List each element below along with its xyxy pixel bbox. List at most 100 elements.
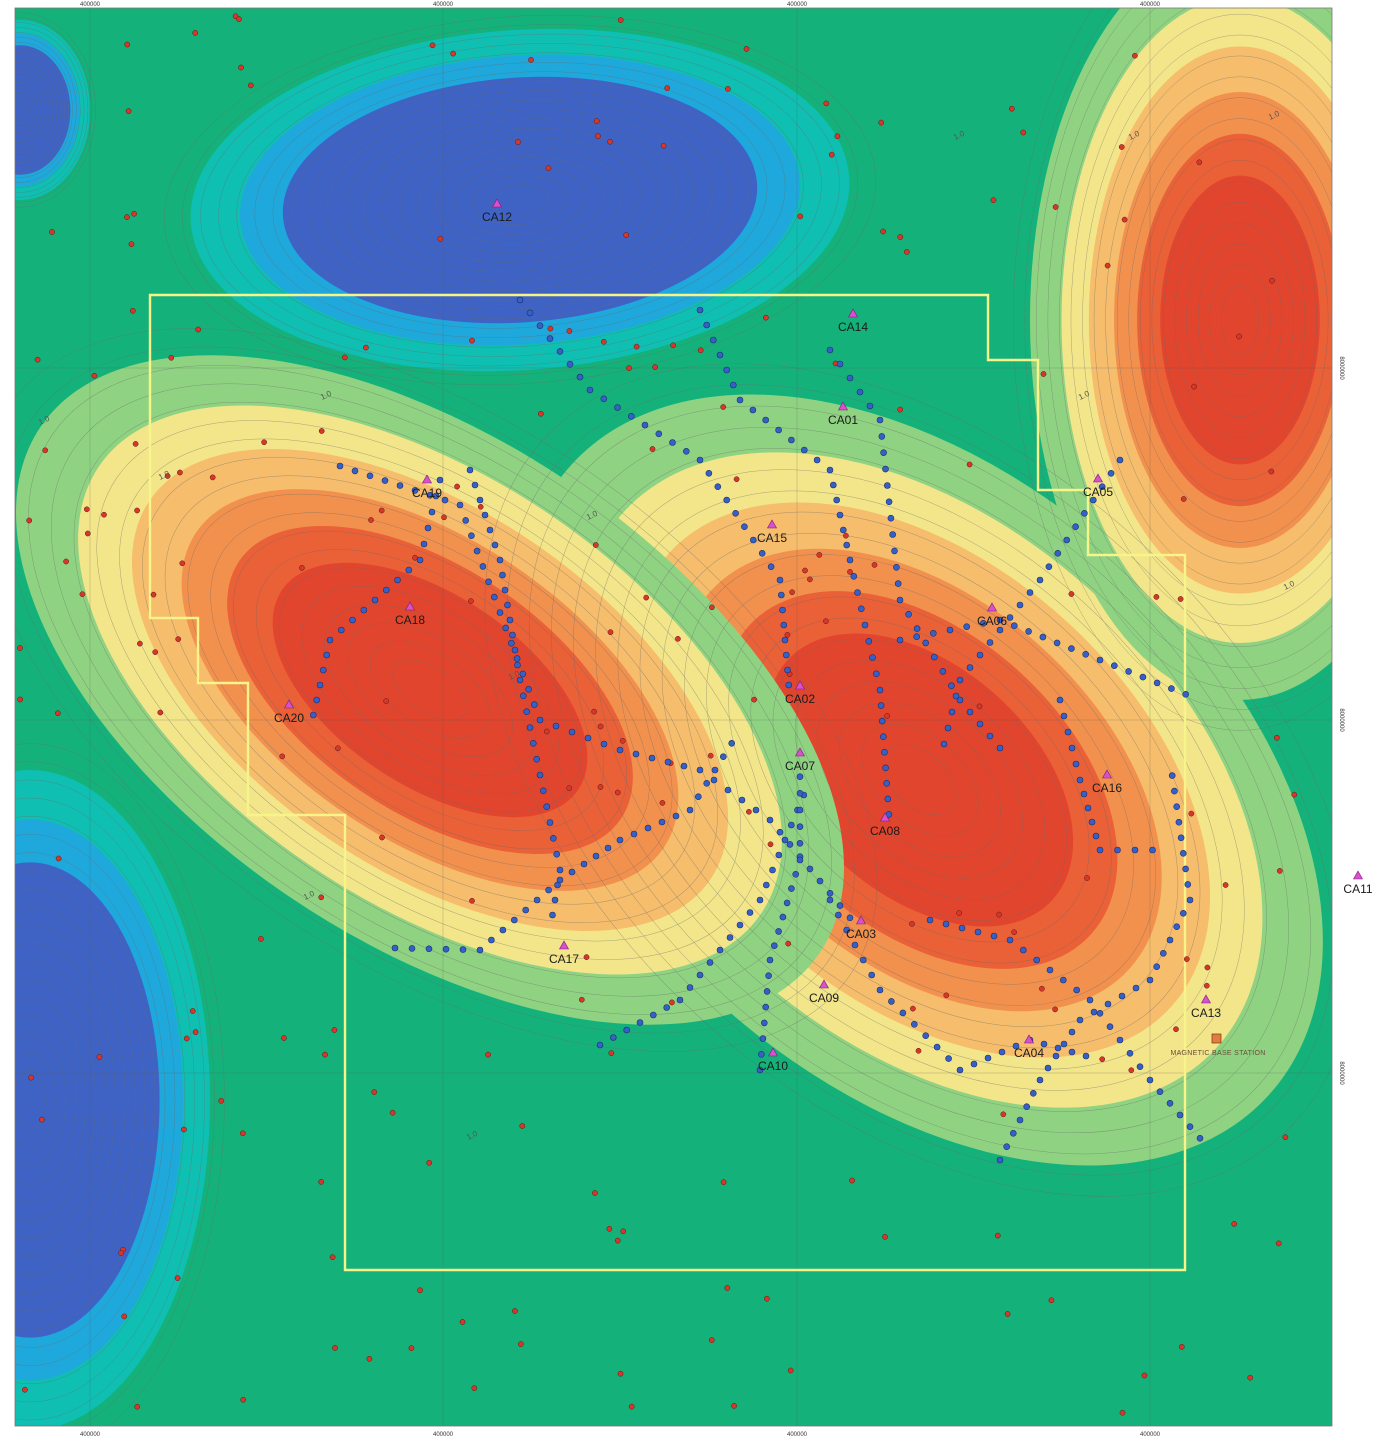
sample-point-red [368,517,373,522]
station-ca11[interactable]: CA11 [1343,871,1372,896]
sample-point-blue [527,725,533,731]
sample-point-blue [987,733,993,739]
sample-point-blue [537,717,543,723]
sample-point-blue [392,945,398,951]
sample-point-red [175,1276,180,1281]
sample-point-red [725,86,730,91]
sample-point-blue [730,382,736,388]
sample-point-blue [1057,697,1063,703]
sample-point-red [665,86,670,91]
sample-point-blue [1137,1064,1143,1070]
sample-point-blue [827,897,833,903]
sample-point-blue [885,796,891,802]
sample-point-blue [1081,510,1087,516]
sample-point-blue [327,637,333,643]
sample-point-blue [835,912,841,918]
sample-point-red [721,404,726,409]
sample-point-red [101,512,106,517]
sample-point-red [709,605,714,610]
grid-tick-label-top: 400000 [1140,2,1161,8]
grid-tick-label-top: 400000 [433,2,454,8]
sample-point-red [132,211,137,216]
sample-point-blue [677,997,683,1003]
sample-point-red [169,355,174,360]
sample-point-red [49,229,54,234]
sample-point-red [35,357,40,362]
sample-point-blue [520,671,526,677]
sample-point-red [634,344,639,349]
sample-point-blue [1064,537,1070,543]
grid-tick-label-right: 8000000 [1338,356,1344,380]
sample-point-red [1049,1298,1054,1303]
sample-point-blue [1150,847,1156,853]
sample-point-red [190,1008,195,1013]
sample-point-blue [711,777,717,783]
sample-point-red [1269,278,1274,283]
sample-point-red [909,921,914,926]
sample-point-blue [997,1157,1003,1163]
sample-point-blue [665,759,671,765]
sample-point-red [455,484,460,489]
sample-point-blue [869,972,875,978]
sample-point-blue [776,427,782,433]
sample-point-blue [873,671,879,677]
sample-point-red [176,637,181,642]
sample-point-blue [931,654,937,660]
sample-point-red [567,786,572,791]
sample-point-blue [911,1021,917,1027]
sample-point-blue [1168,686,1174,692]
sample-point-blue [1085,805,1091,811]
sample-point-blue [776,928,782,934]
sample-point-blue [585,735,591,741]
sample-point-blue [788,437,794,443]
sample-point-red [675,636,680,641]
sample-point-blue [1167,1100,1173,1106]
sample-point-red [1105,263,1110,268]
sample-point-red [1277,868,1282,873]
sample-point-blue [1183,691,1189,697]
sample-point-blue [757,897,763,903]
sample-point-blue [581,861,587,867]
sample-point-blue [557,348,563,354]
sample-point-blue [569,729,575,735]
grid-tick-label-bottom: 400000 [787,1432,808,1438]
sample-point-blue [985,1055,991,1061]
sample-point-blue [510,632,516,638]
station-label: CA16 [1092,781,1122,795]
sample-point-red [379,508,384,513]
sample-point-blue [1147,1077,1153,1083]
sample-point-red [210,475,215,480]
sample-point-blue [567,361,573,367]
sample-point-blue [883,466,889,472]
station-label: CA20 [274,711,304,725]
sample-point-red [1236,334,1241,339]
station-label: CA18 [395,613,425,627]
sample-point-blue [1074,987,1080,993]
sample-point-blue [406,567,412,573]
contour-band [1181,214,1299,427]
sample-point-blue [768,564,774,570]
sample-point-red [626,366,631,371]
sample-point-blue [320,667,326,673]
sample-point-blue [337,463,343,469]
sample-point-blue [1011,623,1017,629]
sample-point-red [460,1319,465,1324]
sample-point-blue [943,921,949,927]
sample-point-red [944,993,949,998]
sample-point-blue [487,527,493,533]
sample-point-red [615,1238,620,1243]
sample-point-blue [1183,866,1189,872]
sample-point-blue [491,594,497,600]
sample-point-red [1184,957,1189,962]
sample-point-blue [1140,674,1146,680]
sample-point-blue [681,763,687,769]
sample-point-blue [463,517,469,523]
sample-point-red [538,411,543,416]
sample-point-blue [934,1044,940,1050]
sample-point-red [1192,384,1197,389]
sample-point-blue [697,457,703,463]
sample-point-red [1276,1241,1281,1246]
sample-point-blue [967,665,973,671]
